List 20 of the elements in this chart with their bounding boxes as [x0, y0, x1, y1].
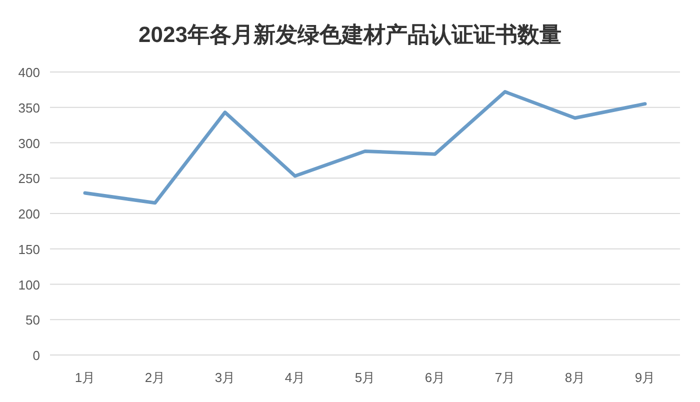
x-tick-label: 3月	[214, 370, 236, 385]
x-tick-label: 1月	[74, 370, 96, 385]
x-tick-label: 9月	[634, 370, 656, 385]
x-tick-label: 8月	[564, 370, 586, 385]
x-tick-label: 4月	[284, 370, 306, 385]
y-tick-label: 200	[18, 206, 40, 222]
y-tick-label: 50	[26, 312, 40, 328]
chart-title: 2023年各月新发绿色建材产品认证证书数量	[138, 22, 562, 47]
x-tick-label: 6月	[424, 370, 446, 385]
y-tick-label: 400	[18, 65, 40, 80]
line-series	[83, 90, 647, 205]
x-tick-label: 2月	[144, 370, 166, 385]
y-tick-label: 300	[18, 136, 40, 151]
y-tick-label: 0	[32, 348, 40, 363]
y-tick-label: 100	[18, 277, 40, 292]
y-tick-label: 150	[18, 242, 40, 257]
x-tick-label: 7月	[494, 370, 516, 385]
y-tick-label: 250	[18, 171, 40, 186]
x-tick-label: 5月	[354, 370, 376, 385]
y-tick-label: 350	[18, 100, 40, 116]
